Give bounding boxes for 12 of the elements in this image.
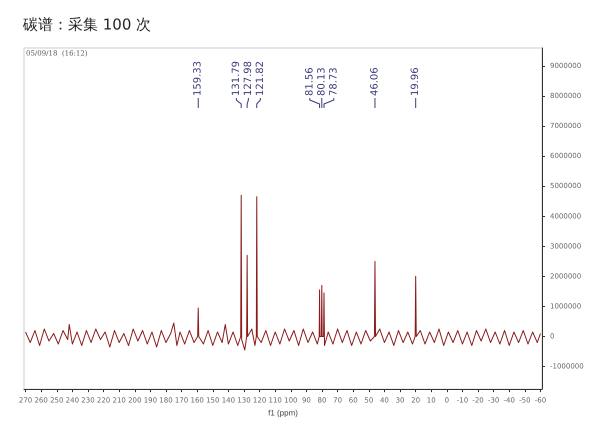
annotation: 78.73 bbox=[328, 67, 340, 96]
annotation: 46.06 bbox=[369, 67, 380, 96]
chart-title: 碳谱：采集 100 次 bbox=[22, 16, 152, 34]
annotation: 19.96 bbox=[410, 67, 422, 96]
annotation: 127.98 bbox=[242, 61, 254, 96]
x-axis-title: f1 (ppm) bbox=[268, 408, 298, 418]
annotation: 131.79 bbox=[230, 61, 242, 96]
line-series bbox=[25, 194, 541, 351]
annotation: 159.33 bbox=[192, 61, 204, 96]
annotation: 80.13 bbox=[316, 67, 328, 96]
annotation: 121.82 bbox=[254, 61, 266, 96]
annotation: 81.56 bbox=[304, 67, 316, 96]
